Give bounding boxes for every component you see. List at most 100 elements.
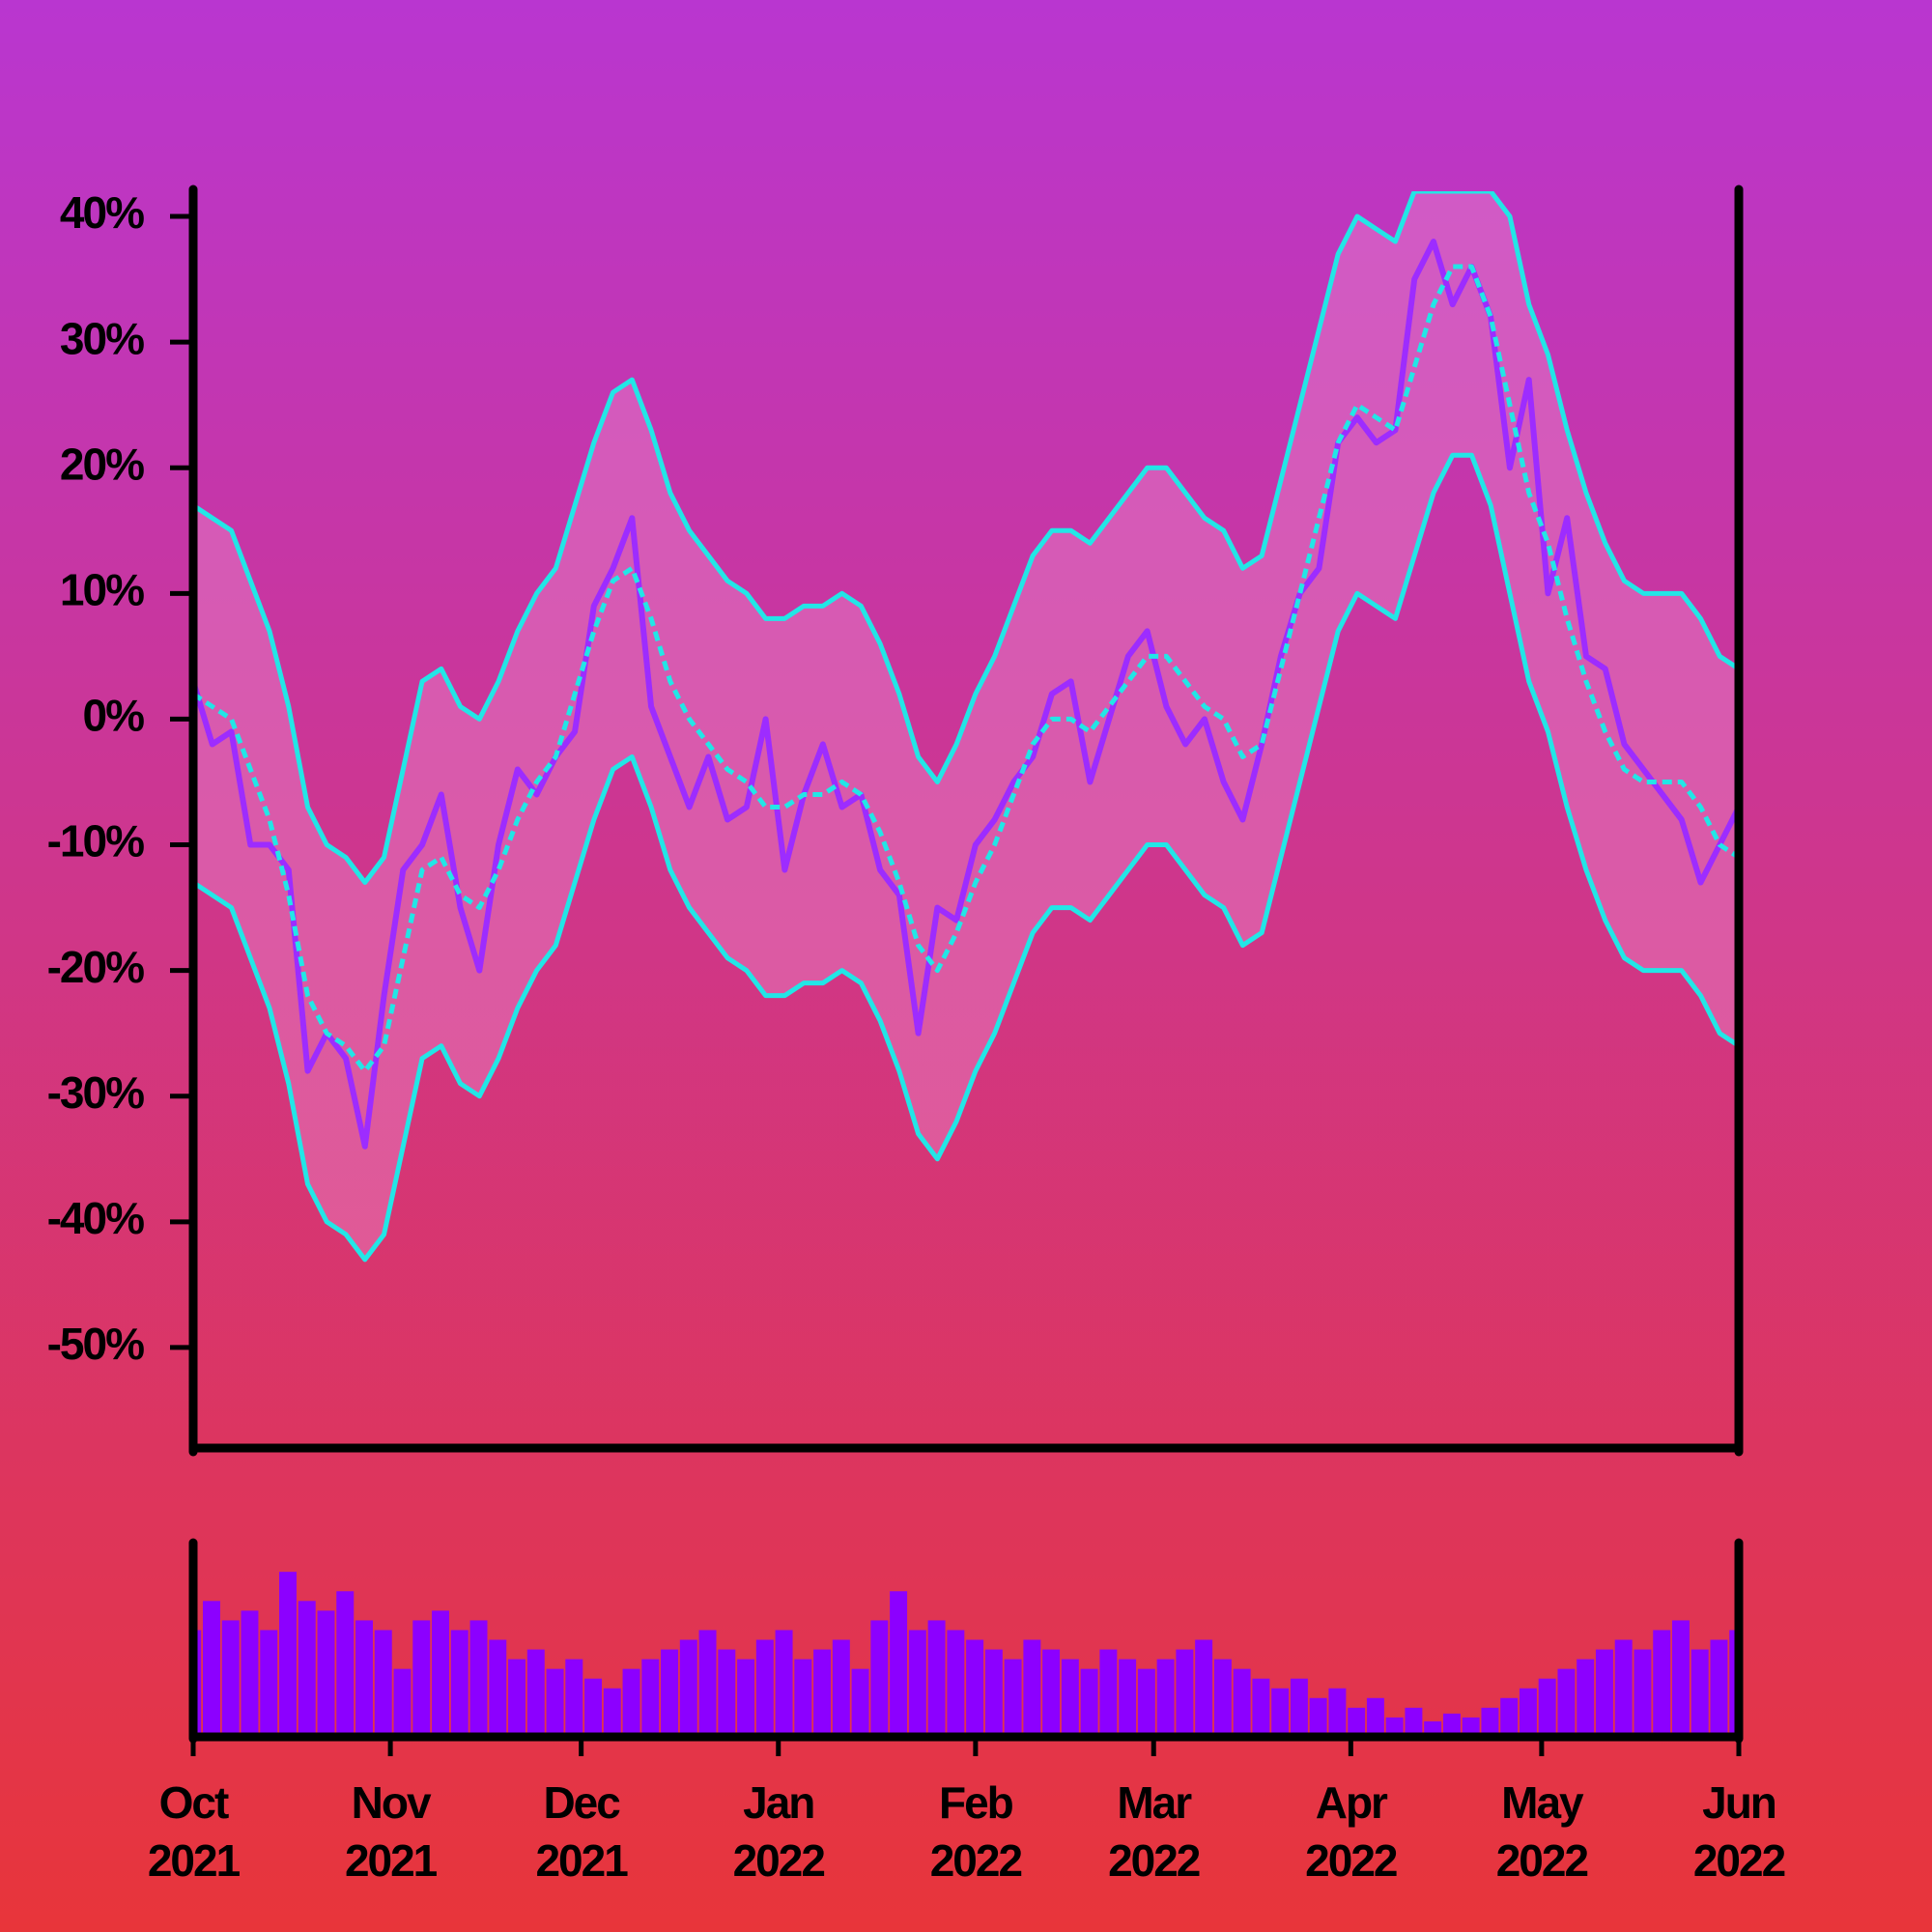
- volume-bar: [260, 1630, 278, 1737]
- y-tick-label: -10%: [47, 816, 144, 867]
- x-tick-label: Jan 2022: [732, 1777, 826, 1886]
- volume-bar: [1004, 1659, 1022, 1737]
- volume-bar: [432, 1610, 449, 1737]
- volume-bar: [984, 1649, 1003, 1737]
- band-line: [193, 191, 1739, 886]
- volume-bar: [1023, 1639, 1041, 1737]
- band-line: [193, 452, 1739, 1263]
- x-tick-label: Dec 2021: [535, 1777, 628, 1886]
- volume-bar: [1405, 1707, 1423, 1737]
- volume-bar: [1348, 1707, 1366, 1737]
- volume-bar: [813, 1649, 832, 1737]
- volume-bar: [1614, 1639, 1633, 1737]
- y-tick-label: -50%: [47, 1319, 144, 1369]
- volume-bar: [1634, 1649, 1652, 1737]
- volume-bar: [679, 1639, 697, 1737]
- volume-bar: [1519, 1688, 1537, 1737]
- volume-bar: [526, 1649, 545, 1737]
- x-tick-label: Mar 2022: [1108, 1777, 1201, 1886]
- y-tick-label: 0%: [83, 691, 145, 741]
- middle-band-line: [193, 264, 1739, 1074]
- x-tick-label: Nov 2021: [344, 1777, 438, 1886]
- volume-bar: [775, 1630, 793, 1737]
- volume-bar: [1176, 1649, 1194, 1737]
- volume-bar: [1710, 1639, 1728, 1737]
- y-tick-label: -40%: [47, 1193, 144, 1243]
- volume-bar: [661, 1649, 679, 1737]
- volume-bar: [355, 1620, 373, 1737]
- volume-bar: [1099, 1649, 1118, 1737]
- volume-bar: [1119, 1659, 1137, 1737]
- volume-bar: [870, 1620, 889, 1737]
- volume-bar: [279, 1572, 297, 1737]
- volume-bar: [565, 1659, 583, 1737]
- volume-bar: [1156, 1659, 1175, 1737]
- volume-bar: [947, 1630, 965, 1737]
- volume-bar: [1557, 1668, 1576, 1737]
- volume-bar: [1729, 1630, 1739, 1737]
- y-tick-label: -20%: [47, 942, 144, 992]
- volume-bar: [755, 1639, 774, 1737]
- y-tick-label: 30%: [60, 313, 144, 363]
- volume-bar: [718, 1649, 736, 1737]
- volume-bar: [1442, 1713, 1461, 1737]
- volume-bar: [641, 1659, 660, 1737]
- volume-bar: [966, 1639, 984, 1737]
- volume-bar: [1462, 1717, 1480, 1737]
- x-tick-label: Jun 2022: [1692, 1777, 1786, 1886]
- x-tick-label: May 2022: [1495, 1777, 1589, 1886]
- volume-bar: [1137, 1668, 1155, 1737]
- y-tick-label: 20%: [60, 439, 144, 489]
- volume-bar: [832, 1639, 850, 1737]
- volume-bar: [1309, 1697, 1327, 1737]
- volume-bar: [890, 1591, 908, 1737]
- volume-bar: [412, 1620, 431, 1737]
- volume-bar: [584, 1678, 603, 1737]
- volume-bar: [336, 1591, 355, 1737]
- main-plot: [193, 191, 1739, 1263]
- volume-bar: [603, 1688, 621, 1737]
- volume-bar: [546, 1668, 564, 1737]
- volume-bar: [1366, 1697, 1384, 1737]
- price-line: [193, 239, 1739, 1150]
- volume-bar: [737, 1659, 755, 1737]
- volume-bar: [298, 1601, 316, 1737]
- y-tick-label: 40%: [60, 187, 144, 238]
- x-tick-label: Oct 2021: [147, 1777, 241, 1886]
- volume-bar: [374, 1630, 392, 1737]
- volume-bar: [469, 1620, 488, 1737]
- volume-bar: [794, 1659, 812, 1737]
- volume-bar: [1233, 1668, 1251, 1737]
- volume-bar: [317, 1610, 335, 1737]
- volume-bar: [851, 1668, 869, 1737]
- volume-bar: [1061, 1659, 1079, 1737]
- volume-bar: [241, 1610, 259, 1737]
- volume-bar: [1690, 1649, 1709, 1737]
- x-tick-label: Apr 2022: [1305, 1777, 1398, 1886]
- volume-bar: [202, 1601, 220, 1737]
- volume-bar: [1500, 1697, 1519, 1737]
- volume-plot: [193, 1572, 1739, 1737]
- volume-bar: [1080, 1668, 1098, 1737]
- y-tick-label: 10%: [60, 564, 144, 614]
- volume-bar: [1538, 1678, 1556, 1737]
- volume-bar: [1213, 1659, 1232, 1737]
- volume-bar: [1653, 1630, 1671, 1737]
- volume-bar: [489, 1639, 507, 1737]
- volume-bar: [393, 1668, 412, 1737]
- volume-bar: [622, 1668, 640, 1737]
- volume-bar: [221, 1620, 240, 1737]
- x-tick-label: Feb 2022: [929, 1777, 1023, 1886]
- volume-bar: [508, 1659, 526, 1737]
- volume-bar: [450, 1630, 469, 1737]
- volume-bar: [927, 1620, 946, 1737]
- volume-bar: [1328, 1688, 1347, 1737]
- volume-bar: [1195, 1639, 1213, 1737]
- volume-bar: [698, 1630, 717, 1737]
- volume-bar: [1671, 1620, 1690, 1737]
- volume-bar: [1577, 1659, 1595, 1737]
- volume-bar: [908, 1630, 926, 1737]
- volume-bar: [1385, 1717, 1404, 1737]
